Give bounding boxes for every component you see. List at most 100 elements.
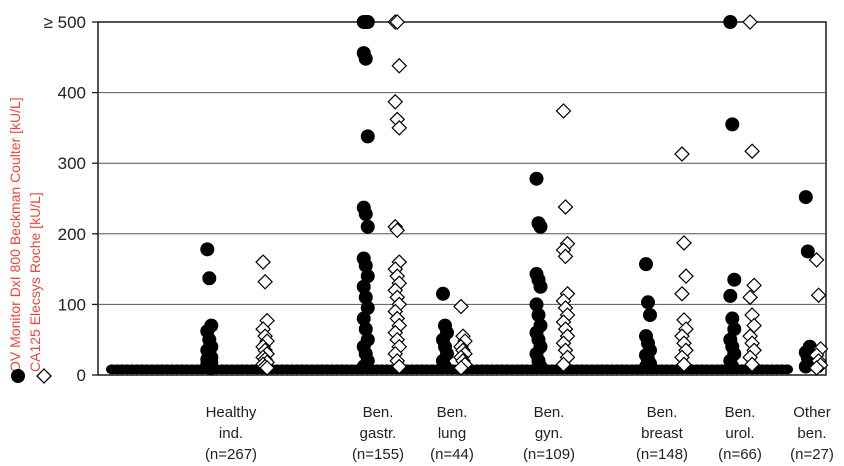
category-label: (n=155) <box>352 446 404 463</box>
category-label: Other <box>793 404 831 421</box>
ca125-point <box>453 360 469 376</box>
ca125-point <box>391 120 408 136</box>
ca125-point <box>742 289 758 306</box>
ov-monitor-point <box>358 207 373 222</box>
category-label: Ben. <box>647 404 678 421</box>
ov-monitor-point <box>727 272 742 287</box>
category-label: urol. <box>725 425 754 442</box>
ca125-point <box>259 360 275 376</box>
ca125-point <box>742 14 758 30</box>
ov-monitor-point <box>360 300 375 315</box>
ov-monitor-point <box>360 269 375 284</box>
ov-monitor-point <box>725 359 740 374</box>
ov-monitor-point <box>200 242 215 257</box>
category-label: (n=109) <box>523 446 575 463</box>
category-label: (n=148) <box>636 446 688 463</box>
ca125-point <box>555 103 572 119</box>
ca125-point <box>744 143 760 160</box>
ca125-point <box>674 146 690 162</box>
ca125-point <box>387 93 404 110</box>
ca125-point <box>391 57 408 74</box>
category-label: Ben. <box>534 404 565 421</box>
baseline-circle-point <box>781 364 793 375</box>
category-label: Ben. <box>437 404 468 421</box>
y-tick-label: 300 <box>58 154 86 173</box>
y-ticks: 0 100 200 300 400 ≥ 500 <box>44 13 98 385</box>
ca125-point <box>257 273 273 290</box>
category-labels: Healthy ind. (n=267) Ben. gastr. (n=155) Ben. l… <box>205 404 834 463</box>
ca125-point <box>557 248 574 265</box>
ca125-point <box>808 360 825 376</box>
ov-monitor-point <box>725 117 740 132</box>
ov-monitor-point <box>725 311 740 326</box>
y-tick-label: 200 <box>58 225 86 244</box>
ov-monitor-point <box>798 190 813 205</box>
ca125-point <box>391 358 408 375</box>
ov-monitor-point <box>531 307 546 322</box>
ov-monitor-point <box>360 15 375 29</box>
ov-monitor-point <box>529 297 544 312</box>
ov-monitor-point <box>798 359 813 374</box>
category-label: ind. <box>219 425 243 442</box>
ov-monitor-point <box>723 15 738 29</box>
ov-monitor-point <box>723 288 738 303</box>
ca125-point <box>676 356 692 373</box>
ov-monitor-point <box>202 271 217 286</box>
category-label: Ben. <box>363 404 394 421</box>
ca125-point <box>555 356 572 373</box>
ov-monitor-point <box>643 307 657 322</box>
ca125-point <box>389 14 406 30</box>
ov-monitor-point <box>533 359 548 374</box>
ov-monitor-point <box>360 219 375 234</box>
ov-monitor-point <box>360 129 375 144</box>
ca125-point <box>557 199 574 215</box>
category-label: (n=27) <box>790 446 834 463</box>
ov-monitor-point <box>533 279 548 294</box>
y-tick-label: 100 <box>58 295 86 314</box>
ov-monitor-point <box>358 51 373 66</box>
ov-monitor-point <box>358 290 373 305</box>
ov-monitor-point <box>204 360 219 375</box>
category-label: ben. <box>797 425 826 442</box>
ca125-point <box>453 298 469 315</box>
ov-monitor-point <box>438 359 452 374</box>
category-label: Healthy <box>206 404 257 421</box>
plot-area <box>97 21 827 376</box>
ov-monitor-point <box>800 244 815 259</box>
y-tick-label: 0 <box>77 366 86 385</box>
y-tick-label: ≥ 500 <box>44 13 86 32</box>
category-label: (n=267) <box>205 446 257 463</box>
category-label: lung <box>438 425 466 442</box>
category-label: gastr. <box>360 425 397 442</box>
ov-monitor-point <box>356 359 371 374</box>
ca125-point <box>674 285 690 302</box>
category-label: breast <box>641 425 684 442</box>
ov-monitor-point <box>358 258 373 273</box>
ov-monitor-point <box>358 322 373 337</box>
ov-monitor-point <box>436 286 450 301</box>
ca125-point <box>808 252 825 268</box>
ov-monitor-point <box>533 219 548 234</box>
ov-monitor-point <box>639 359 653 374</box>
ov-monitor-point <box>529 171 544 186</box>
ov-monitor-point <box>639 257 653 272</box>
category-label: (n=66) <box>718 446 762 463</box>
ca125-point <box>389 222 406 239</box>
ca125-point <box>744 356 760 373</box>
ov-monitor-point <box>356 311 371 326</box>
ca125-point <box>810 287 827 304</box>
data-points <box>106 14 829 376</box>
ca125-point <box>678 268 694 285</box>
legend-filled-circle-icon <box>11 369 25 383</box>
category-label: gyn. <box>535 425 563 442</box>
ca125-point <box>676 235 692 251</box>
y-axis-label-ov-monitor: OV Monitor DxI 800 Beckman Coulter [kU/L… <box>7 97 23 372</box>
category-label: Ben. <box>725 404 756 421</box>
ov-monitor-point <box>727 322 742 337</box>
legend-open-diamond-icon <box>36 368 52 384</box>
ov-monitor-point <box>356 279 371 294</box>
ov-monitor-point <box>641 295 655 310</box>
y-tick-label: 400 <box>58 84 86 103</box>
ca125-point <box>746 277 762 294</box>
